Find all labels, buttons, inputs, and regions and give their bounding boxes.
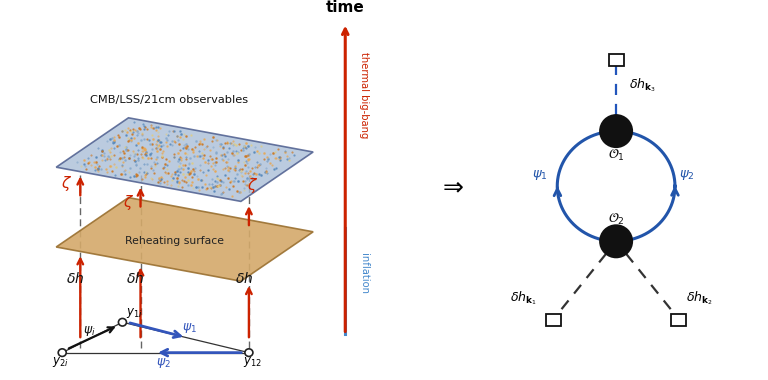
Text: $\delta h_{\mathbf{k}_1}$: $\delta h_{\mathbf{k}_1}$ xyxy=(510,290,536,307)
Circle shape xyxy=(118,318,127,326)
Text: $y_{1i}$: $y_{1i}$ xyxy=(127,306,143,320)
Text: $\delta h$: $\delta h$ xyxy=(127,271,145,286)
Text: $\delta h$: $\delta h$ xyxy=(66,271,84,286)
Text: $y_{12}$: $y_{12}$ xyxy=(243,355,263,369)
Circle shape xyxy=(245,349,253,356)
Text: $\mathcal{O}_2$: $\mathcal{O}_2$ xyxy=(607,212,624,227)
Text: $\delta h$: $\delta h$ xyxy=(235,271,253,286)
Text: Reheating surface: Reheating surface xyxy=(125,236,224,246)
Text: $\psi_i$: $\psi_i$ xyxy=(83,324,96,338)
Polygon shape xyxy=(56,118,313,201)
Text: $\zeta$: $\zeta$ xyxy=(61,174,71,193)
Text: $\delta h_{\mathbf{k}_3}$: $\delta h_{\mathbf{k}_3}$ xyxy=(630,77,656,94)
Text: $\delta h_{\mathbf{k}_2}$: $\delta h_{\mathbf{k}_2}$ xyxy=(687,290,713,307)
Bar xyxy=(671,314,687,326)
Text: inflation: inflation xyxy=(359,253,369,294)
Text: thermal big-bang: thermal big-bang xyxy=(359,52,369,138)
Circle shape xyxy=(600,225,632,257)
Circle shape xyxy=(58,349,66,356)
Circle shape xyxy=(600,115,632,147)
Polygon shape xyxy=(56,198,313,281)
Text: $y_{2i}$: $y_{2i}$ xyxy=(52,355,68,369)
Text: $\psi_2$: $\psi_2$ xyxy=(679,168,694,182)
Text: $\psi_2$: $\psi_2$ xyxy=(156,356,170,370)
Bar xyxy=(546,314,561,326)
Text: $\mathcal{O}_1$: $\mathcal{O}_1$ xyxy=(607,148,624,163)
Bar xyxy=(608,54,624,66)
Text: $\Rightarrow$: $\Rightarrow$ xyxy=(438,174,464,198)
Text: $\psi_1$: $\psi_1$ xyxy=(532,168,548,182)
Text: $\zeta$: $\zeta$ xyxy=(247,176,259,195)
Text: $\psi_1$: $\psi_1$ xyxy=(182,321,197,335)
Text: time: time xyxy=(326,0,365,15)
Text: $\zeta$: $\zeta$ xyxy=(123,193,134,212)
Text: CMB/LSS/21cm observables: CMB/LSS/21cm observables xyxy=(90,95,247,105)
